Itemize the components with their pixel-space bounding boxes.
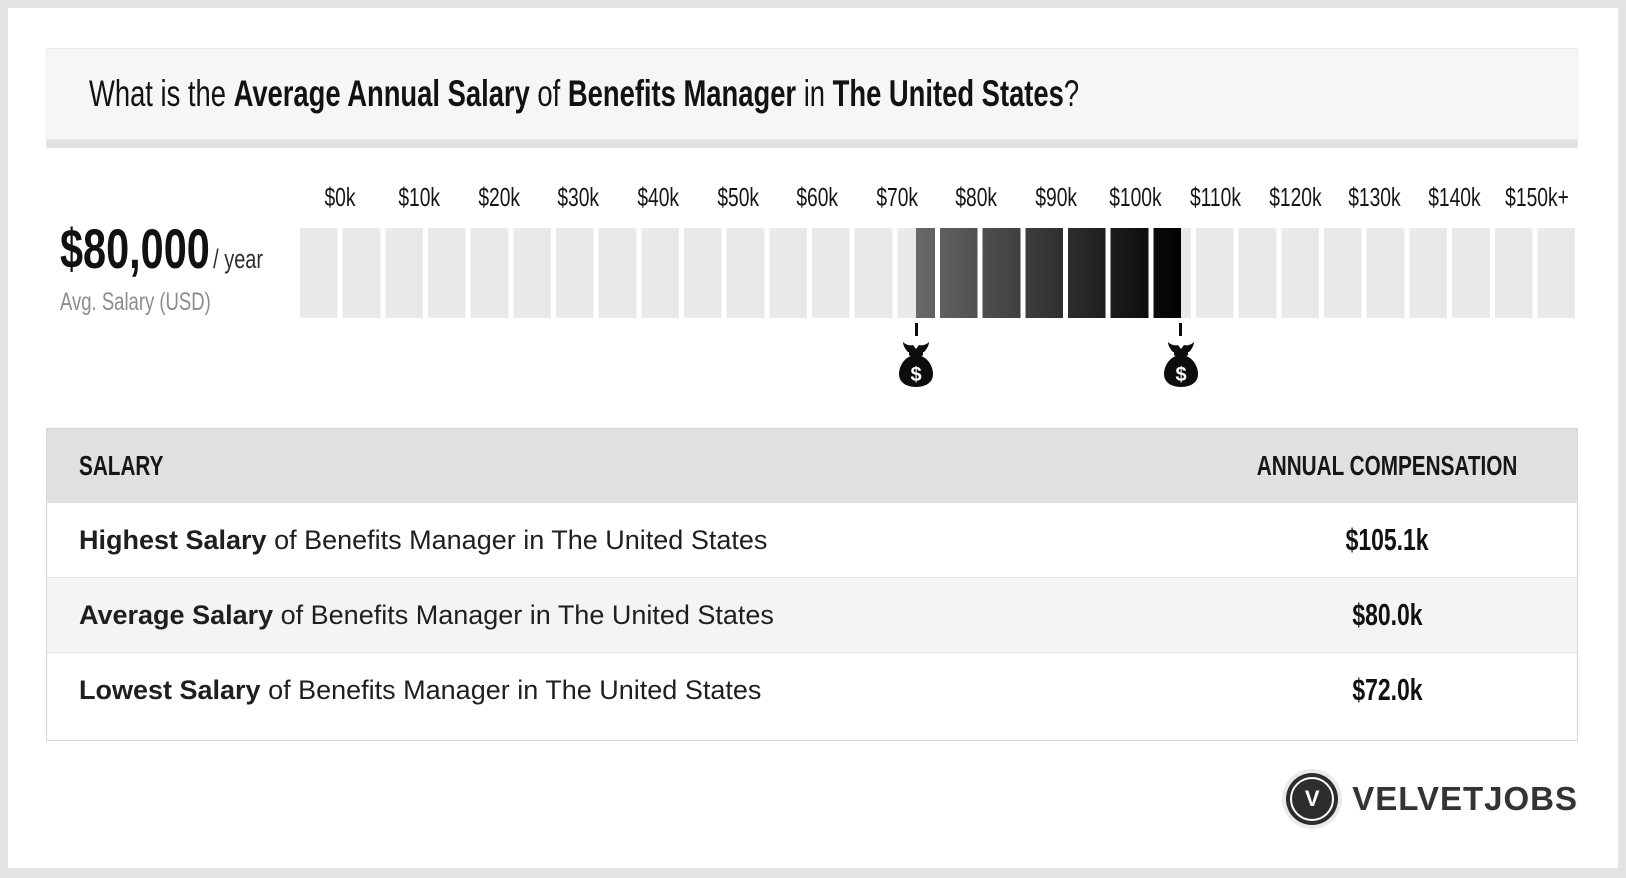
velvetjobs-logo[interactable]: V VELVETJOBS <box>1286 770 1578 828</box>
axis-tick-label: $80k <box>955 181 998 212</box>
axis-tick-label: $150k+ <box>1505 181 1569 212</box>
axis-tick-label: $110k <box>1189 181 1241 212</box>
page-title: What is the Average Annual Salary of Ben… <box>89 73 1080 114</box>
brand-name: VELVETJOBS <box>1352 780 1578 817</box>
velvetjobs-logo-icon: V <box>1286 773 1339 825</box>
axis-tick-label: $0k <box>324 181 356 212</box>
salary-row-label: Highest Salary of Benefits Manager in Th… <box>79 524 768 555</box>
salary-table-body: Highest Salary of Benefits Manager in Th… <box>47 503 1577 727</box>
axis-tick-label: $140k <box>1427 181 1481 212</box>
annual-compensation-value: $72.0k <box>1351 672 1423 707</box>
annual-compensation-value: $105.1k <box>1345 522 1429 557</box>
compensation-column-header: ANNUAL COMPENSATION <box>1256 450 1518 481</box>
axis-tick-label: $70k <box>876 181 918 212</box>
salary-axis-labels: $0k $10k $20k $30k $40k $50k $60k $70k $80k $90k $… <box>300 180 1580 214</box>
axis-tick-label: $130k <box>1348 181 1401 212</box>
axis-tick-label: $10k <box>398 181 441 212</box>
axis-tick-label: $120k <box>1268 181 1322 212</box>
salary-column-header: SALARY <box>79 450 164 481</box>
axis-tick-label: $40k <box>637 181 680 212</box>
annual-compensation-value: $80.0k <box>1351 597 1423 632</box>
average-salary-summary: $80,000 / year <box>60 216 334 281</box>
average-salary-caption: Avg. Salary (USD) <box>60 288 211 316</box>
axis-tick-label: $30k <box>557 181 600 212</box>
salary-range-bar <box>300 228 1580 318</box>
table-row: Average Salary of Benefits Manager in Th… <box>47 577 1577 652</box>
axis-tick-label: $20k <box>478 181 520 212</box>
salary-table: SALARY ANNUAL COMPENSATION Highest Salar… <box>46 428 1578 741</box>
average-salary-amount: $80,000 <box>60 217 210 280</box>
axis-tick-label: $90k <box>1035 181 1077 212</box>
salary-row-label: Average Salary of Benefits Manager in Th… <box>79 599 774 630</box>
title-banner: What is the Average Annual Salary of Ben… <box>46 48 1578 140</box>
logo-letter: V <box>1304 786 1320 811</box>
axis-tick-label: $100k <box>1109 181 1162 212</box>
axis-tick-label: $50k <box>716 181 759 212</box>
salary-row-label: Lowest Salary of Benefits Manager in The… <box>79 674 762 705</box>
salary-table-header: SALARY ANNUAL COMPENSATION <box>47 429 1577 503</box>
axis-tick-label: $60k <box>796 181 839 212</box>
table-row: Lowest Salary of Benefits Manager in The… <box>47 652 1577 727</box>
table-row: Highest Salary of Benefits Manager in Th… <box>47 503 1577 577</box>
average-salary-per: / year <box>213 244 264 274</box>
